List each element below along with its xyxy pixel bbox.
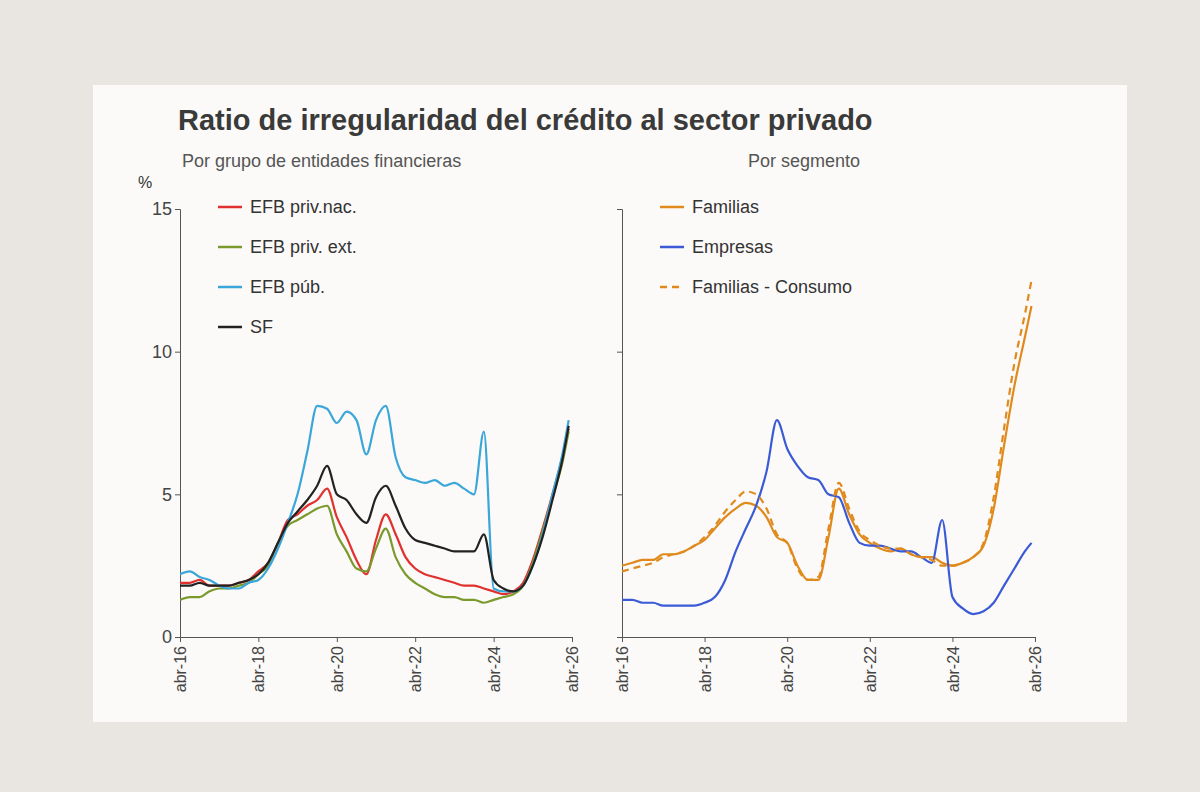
series-line: [180, 429, 569, 594]
y-tick-mark: [617, 352, 622, 353]
x-tick-label: abr-24: [486, 646, 503, 692]
series-line: [180, 406, 569, 591]
x-tick: abr-16: [172, 637, 189, 692]
x-axis-line: [181, 638, 573, 643]
y-tick-label: 5: [162, 485, 172, 505]
legend-label: Empresas: [692, 237, 773, 257]
x-tick-mark: [180, 637, 181, 642]
series-line: [622, 280, 1031, 580]
panel-subtitle: Por segmento: [748, 151, 860, 171]
y-tick: [617, 494, 622, 495]
x-tick-mark: [572, 637, 573, 642]
legend-label: Familias - Consumo: [692, 277, 852, 297]
plot-area: [622, 280, 1031, 614]
x-tick-mark: [705, 637, 706, 642]
panel-subtitle: Por grupo de entidades financieras: [182, 151, 461, 171]
x-tick: abr-22: [407, 637, 424, 692]
y-axis: 0 5 10 15: [152, 199, 181, 647]
y-tick-label: 0: [162, 627, 172, 647]
legend: EFB priv.nac. EFB priv. ext. EFB púb. SF: [218, 197, 357, 337]
legend-label: Familias: [692, 197, 759, 217]
plot-area: [180, 406, 569, 603]
panel-background: [93, 85, 1127, 722]
x-tick: abr-20: [779, 637, 796, 692]
x-tick-label: abr-18: [697, 646, 714, 692]
x-tick-mark: [1035, 637, 1036, 642]
x-tick-label: abr-22: [862, 646, 879, 692]
series-line: [622, 420, 1031, 614]
y-axis: [617, 210, 623, 638]
x-tick-label: abr-24: [945, 646, 962, 692]
x-tick: abr-16: [614, 637, 631, 692]
legend-swatch: [218, 246, 242, 249]
x-tick-label: abr-26: [1027, 646, 1044, 692]
x-tick-label: abr-18: [250, 646, 267, 692]
series-line: [180, 426, 569, 591]
x-tick: abr-24: [945, 637, 962, 692]
y-tick: 5: [162, 485, 180, 505]
x-tick: abr-26: [564, 637, 581, 692]
legend-label: EFB priv.nac.: [250, 197, 357, 217]
y-axis-line: [617, 210, 623, 638]
chart-title: Ratio de irregularidad del crédito al se…: [178, 104, 873, 136]
x-tick-label: abr-22: [407, 646, 424, 692]
page-background: [0, 0, 1200, 792]
x-axis: abr-16 abr-18 abr-20 abr-22 abr-24 abr-26: [172, 637, 581, 692]
x-tick: abr-20: [329, 637, 346, 692]
legend-swatch: [660, 246, 684, 249]
chart-canvas: Ratio de irregularidad del crédito al se…: [0, 0, 1200, 792]
x-tick-label: abr-16: [614, 646, 631, 692]
x-tick-mark: [952, 637, 953, 642]
panel: Por grupo de entidades financieras% 0 5 10 1…: [138, 151, 581, 692]
x-tick-mark: [337, 637, 338, 642]
x-tick-mark: [787, 637, 788, 642]
y-tick-mark: [175, 494, 180, 495]
y-tick: 10: [152, 342, 180, 362]
y-axis-line: [175, 210, 181, 638]
y-tick-mark: [617, 494, 622, 495]
legend-swatch: [218, 326, 242, 329]
legend-swatch: [660, 286, 684, 289]
legend: Familias Empresas Familias - Consumo: [660, 197, 852, 297]
x-tick: abr-18: [697, 637, 714, 692]
y-tick-mark: [175, 637, 180, 638]
y-tick: 0: [162, 627, 180, 647]
y-tick-mark: [617, 209, 622, 210]
y-tick: 15: [152, 199, 180, 219]
x-axis: abr-16 abr-18 abr-20 abr-22 abr-24 abr-26: [614, 637, 1044, 692]
y-tick-label: 10: [152, 342, 172, 362]
legend-label: EFB priv. ext.: [250, 237, 357, 257]
y-tick: [617, 637, 622, 638]
y-axis-title: %: [138, 174, 152, 191]
y-tick: [617, 209, 622, 210]
panel: Por segmentoabr-16abr-18abr-20abr-22abr-…: [614, 151, 1044, 692]
x-tick: abr-24: [486, 637, 503, 692]
x-tick: abr-22: [862, 637, 879, 692]
x-tick-label: abr-20: [329, 646, 346, 692]
y-tick-label: 15: [152, 199, 172, 219]
x-tick-mark: [622, 637, 623, 642]
y-tick-mark: [175, 352, 180, 353]
legend-label: EFB púb.: [250, 277, 325, 297]
x-tick-label: abr-16: [172, 646, 189, 692]
x-tick-mark: [870, 637, 871, 642]
series-line: [180, 432, 569, 603]
y-tick-mark: [175, 209, 180, 210]
legend-swatch: [660, 206, 684, 209]
x-axis-line: [623, 638, 1036, 643]
y-tick-mark: [617, 637, 622, 638]
x-tick-label: abr-26: [564, 646, 581, 692]
x-tick: abr-26: [1027, 637, 1044, 692]
x-tick-label: abr-20: [779, 646, 796, 692]
legend-swatch: [218, 286, 242, 289]
x-tick-mark: [258, 637, 259, 642]
x-tick: abr-18: [250, 637, 267, 692]
x-tick-mark: [494, 637, 495, 642]
x-tick-mark: [415, 637, 416, 642]
legend-swatch: [218, 206, 242, 209]
legend-label: SF: [250, 317, 273, 337]
y-tick: [617, 352, 622, 353]
